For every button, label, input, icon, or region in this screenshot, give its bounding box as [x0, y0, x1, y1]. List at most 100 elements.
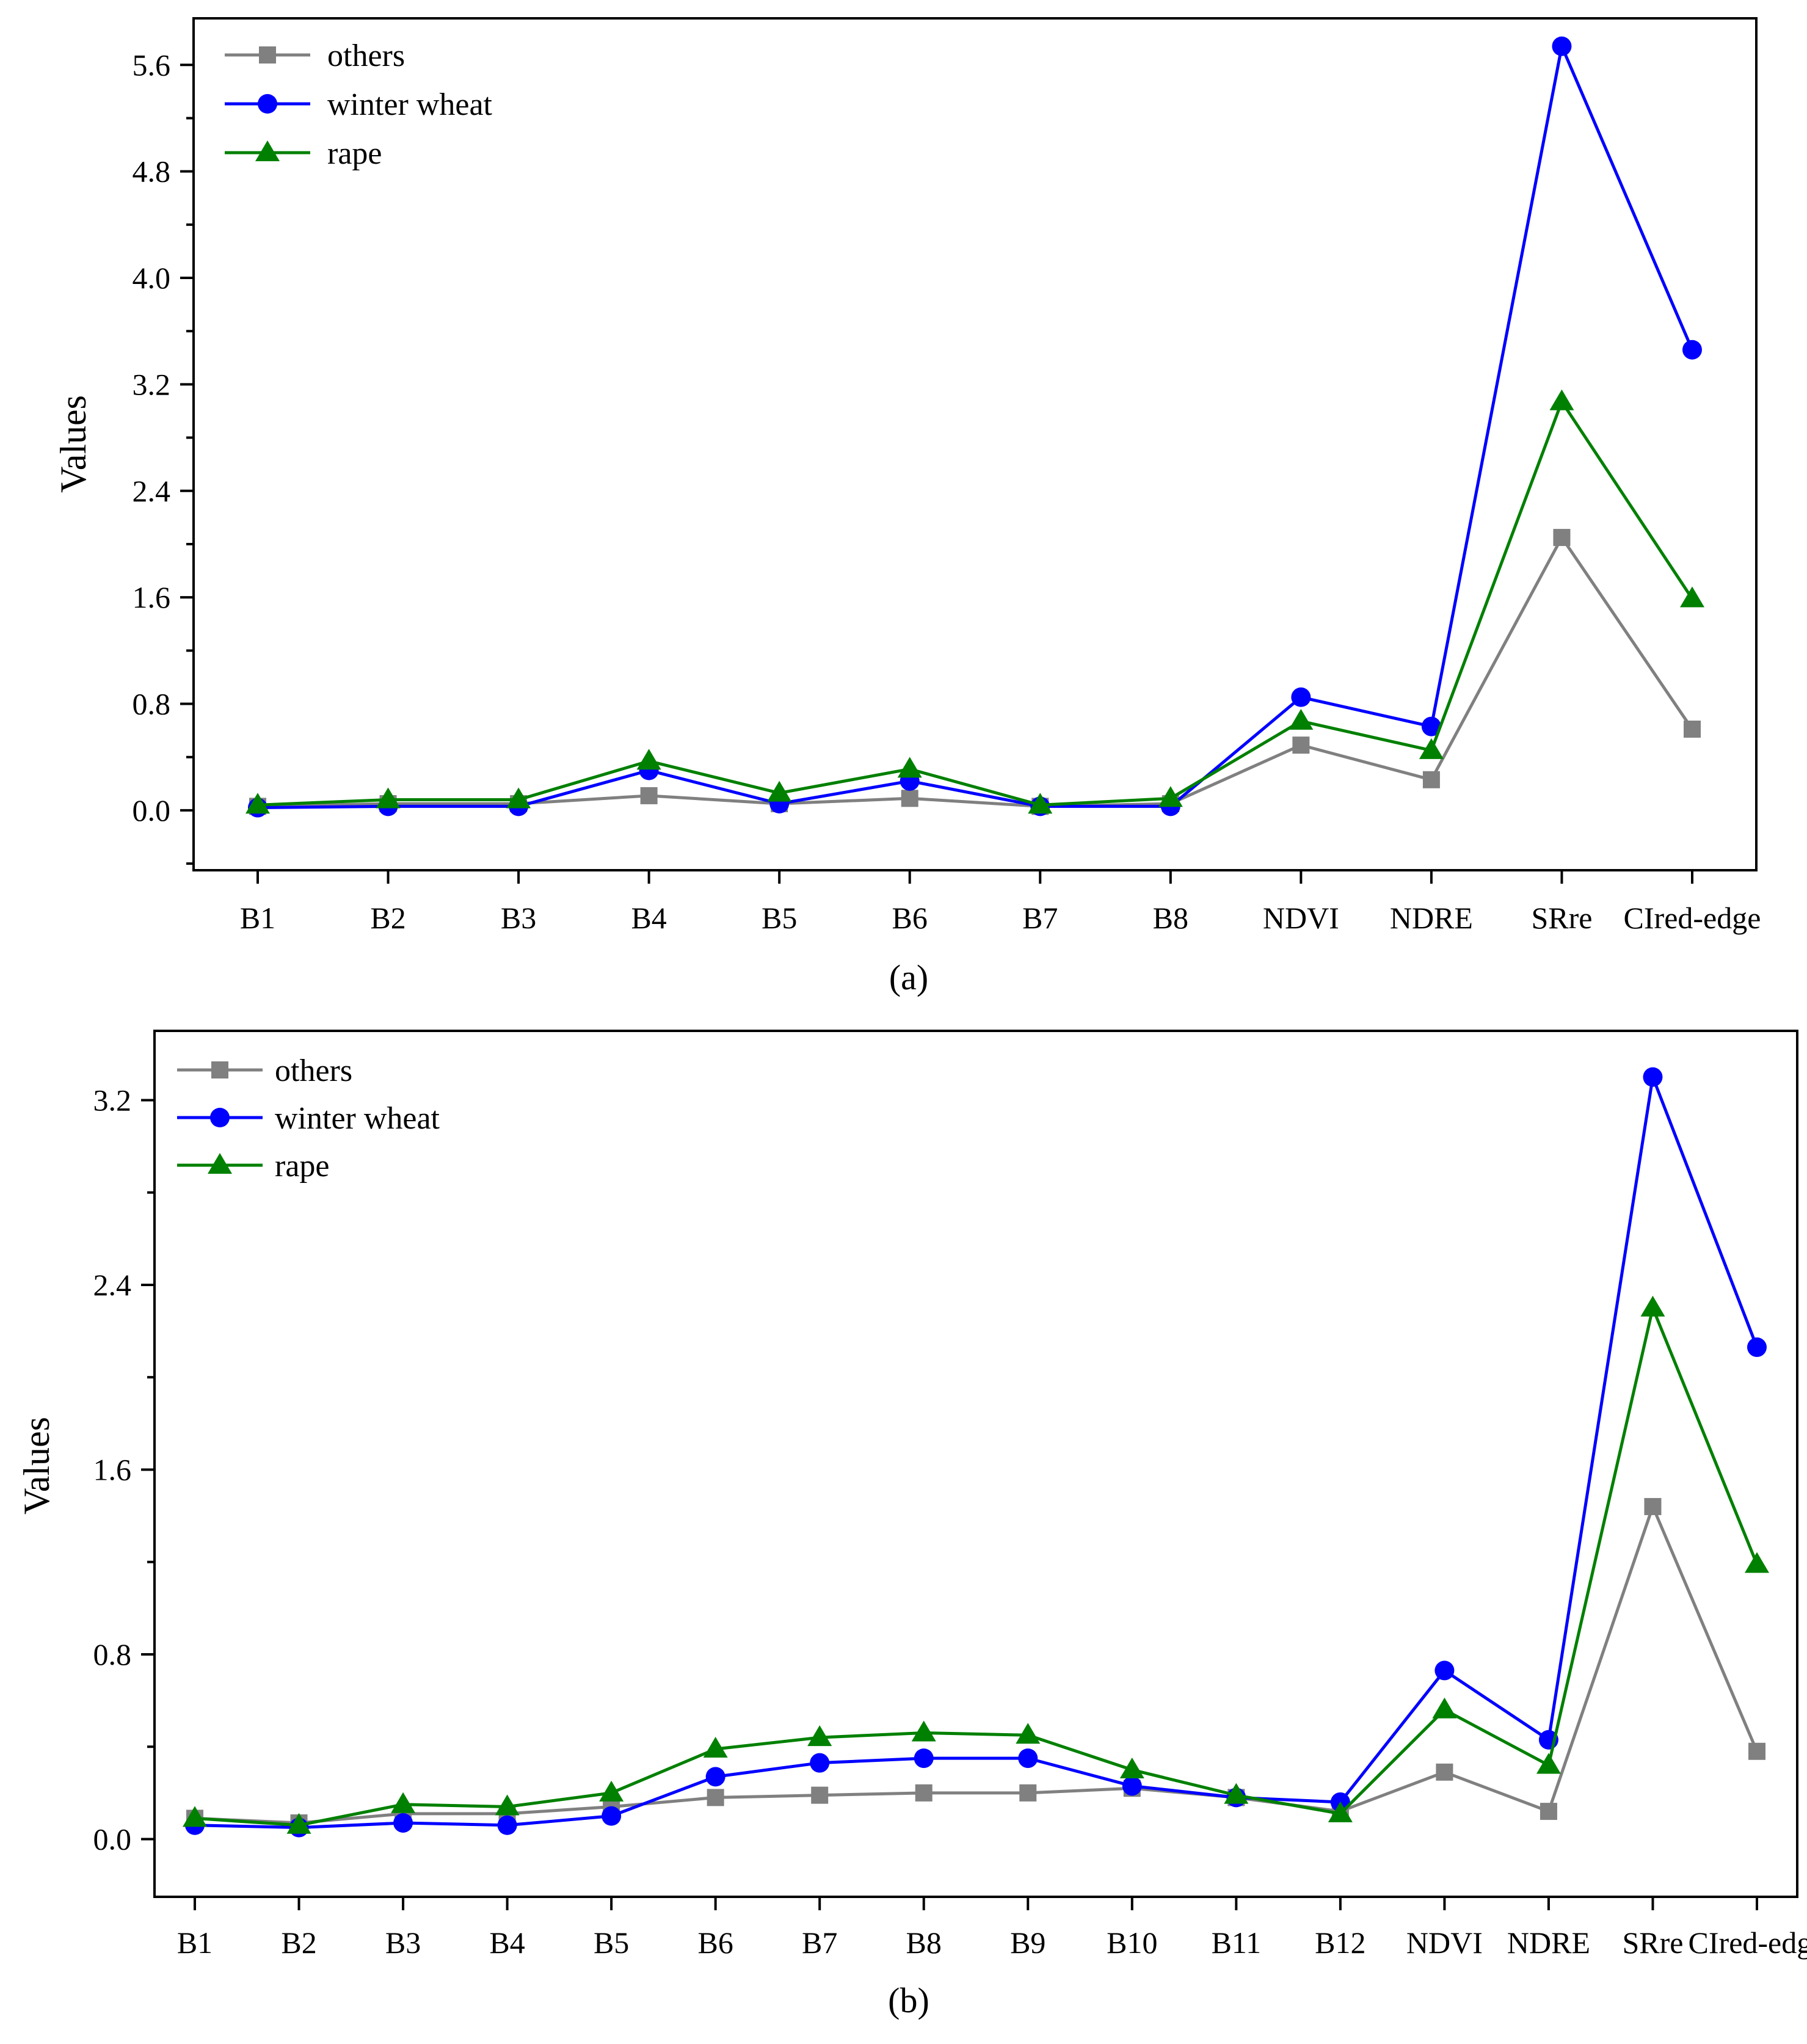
x-axis-a: B1 B2 B3 B4 B5 B6 B7 B8 NDVI NDRE SRre CIred-edge [240, 870, 1761, 935]
data-point-others [1684, 720, 1701, 738]
data-point-winter-wheat [914, 1748, 934, 1769]
data-point-others [1553, 529, 1571, 547]
series-line-rape [194, 1306, 1759, 1827]
x-tick-label: B6 [892, 901, 928, 935]
circle-marker-icon [210, 1108, 230, 1127]
y-axis-b: 0.0 0.8 1.6 2.4 3.2 [93, 1083, 155, 1856]
data-point-rape [376, 787, 401, 809]
data-point-rape [1028, 793, 1053, 814]
y-tick-label: 2.4 [133, 474, 171, 508]
data-point-rape [1640, 1295, 1665, 1317]
data-point-winter-wheat [810, 1753, 830, 1773]
legend-item-winter-wheat-b: winter wheat [177, 1101, 440, 1136]
y-tick-label: 3.2 [93, 1083, 132, 1117]
x-tick-label: B6 [697, 1926, 733, 1960]
data-point-rape [1536, 1753, 1561, 1774]
data-point-rape [1289, 708, 1314, 730]
x-tick-label: B4 [631, 901, 666, 935]
data-point-others [1292, 736, 1310, 754]
y-tick-label: 1.6 [133, 580, 171, 614]
y-axis-a: 0.0 0.8 1.6 2.4 3.2 4.0 4.8 5.6 [133, 48, 194, 865]
x-tick-label: B2 [370, 901, 405, 935]
series-line-winter-wheat [257, 45, 1694, 810]
legend-label-winter-wheat: winter wheat [275, 1101, 440, 1136]
y-tick-label: 1.6 [93, 1452, 132, 1486]
data-point-others [811, 1786, 829, 1804]
series-group-b [183, 1067, 1769, 1838]
panel-caption-b: (b) [888, 1980, 929, 2020]
data-point-others [1422, 771, 1440, 788]
data-point-rape [897, 757, 922, 778]
data-point-rape [245, 793, 270, 814]
legend-item-others-a: others [225, 38, 405, 73]
x-tick-label: B5 [594, 1926, 629, 1960]
data-point-rape [1119, 1758, 1144, 1779]
data-point-rape [911, 1720, 936, 1742]
y-axis-title-a: Values [53, 395, 93, 493]
data-point-rape [1419, 738, 1444, 759]
data-point-rape [506, 787, 531, 809]
data-point-winter-wheat [602, 1806, 622, 1826]
x-tick-label: CIred-edge [1624, 901, 1761, 935]
data-point-winter-wheat [1643, 1067, 1663, 1087]
data-point-others [901, 790, 918, 807]
circle-marker-icon [258, 94, 277, 114]
y-axis-title-b: Values [16, 1417, 57, 1515]
x-tick-label: NDVI [1263, 901, 1339, 935]
legend-label-others: others [327, 38, 405, 73]
series-line-winter-wheat [194, 1075, 1759, 1830]
data-point-others [1540, 1803, 1557, 1820]
y-tick-label: 4.8 [133, 155, 171, 189]
x-tick-label: SRre [1622, 1926, 1683, 1960]
data-point-others [1436, 1763, 1453, 1781]
series-line-rape [257, 400, 1694, 807]
x-tick-label: B5 [762, 901, 797, 935]
data-point-winter-wheat [1434, 1660, 1455, 1681]
x-tick-label: B11 [1212, 1926, 1262, 1960]
data-point-rape [1549, 389, 1574, 410]
data-point-winter-wheat [393, 1813, 413, 1833]
x-axis-b: B1 B2 B3 B4 B5 B6 B7 B8 B9 B10 B11 B12 NDVI NDRE SRre C… [177, 1897, 1807, 1960]
panel-caption-a: (a) [889, 958, 928, 997]
chart-panel-b: 0.0 0.8 1.6 2.4 3.2 B1 B2 B3 B4 B5 B6 B7 B8 B9 B10 B11… [16, 1030, 1807, 2020]
square-marker-icon [211, 1061, 228, 1078]
legend-label-winter-wheat: winter wheat [327, 87, 493, 122]
data-point-winter-wheat [1291, 687, 1311, 707]
chart-panel-a: 0.00.81.62.43.24.04.85.6 B1 B2 B3 B4 B5 B6 B7 B… [53, 17, 1761, 997]
legend-a: others winter wheat rape [225, 38, 493, 171]
x-tick-label: B7 [802, 1926, 837, 1960]
data-point-rape [1745, 1552, 1769, 1573]
data-point-others [1748, 1742, 1765, 1760]
legend-item-others-b: others [177, 1053, 352, 1088]
data-point-winter-wheat [1747, 1337, 1767, 1358]
x-tick-label: NDVI [1406, 1926, 1483, 1960]
data-point-rape [636, 749, 661, 770]
data-point-winter-wheat [497, 1815, 517, 1835]
data-point-rape [1224, 1783, 1249, 1804]
data-point-rape [807, 1725, 832, 1747]
x-tick-label: B1 [177, 1926, 213, 1960]
data-point-winter-wheat [1682, 340, 1702, 360]
y-tick-label: 5.6 [133, 48, 171, 82]
series-group-a [245, 36, 1704, 818]
data-point-rape [391, 1792, 416, 1813]
data-point-others [1644, 1497, 1662, 1515]
data-point-others [640, 787, 658, 804]
x-tick-label: B2 [281, 1926, 316, 1960]
data-point-rape [1016, 1723, 1041, 1744]
x-tick-label: B7 [1022, 901, 1058, 935]
data-point-winter-wheat [1421, 716, 1441, 736]
x-tick-label: B9 [1010, 1926, 1045, 1960]
x-tick-label: SRre [1531, 901, 1592, 935]
y-tick-label: 0.8 [133, 687, 171, 721]
plot-area-frame-b [153, 1030, 1798, 1898]
x-tick-label: B10 [1107, 1926, 1157, 1960]
data-point-rape [1328, 1801, 1353, 1822]
legend-b: others winter wheat rape [177, 1053, 440, 1184]
y-tick-label: 0.8 [93, 1637, 132, 1671]
x-tick-label: B4 [489, 1926, 525, 1960]
legend-item-rape-b: rape [177, 1149, 329, 1184]
data-point-rape [286, 1813, 311, 1834]
data-point-others [915, 1784, 933, 1802]
